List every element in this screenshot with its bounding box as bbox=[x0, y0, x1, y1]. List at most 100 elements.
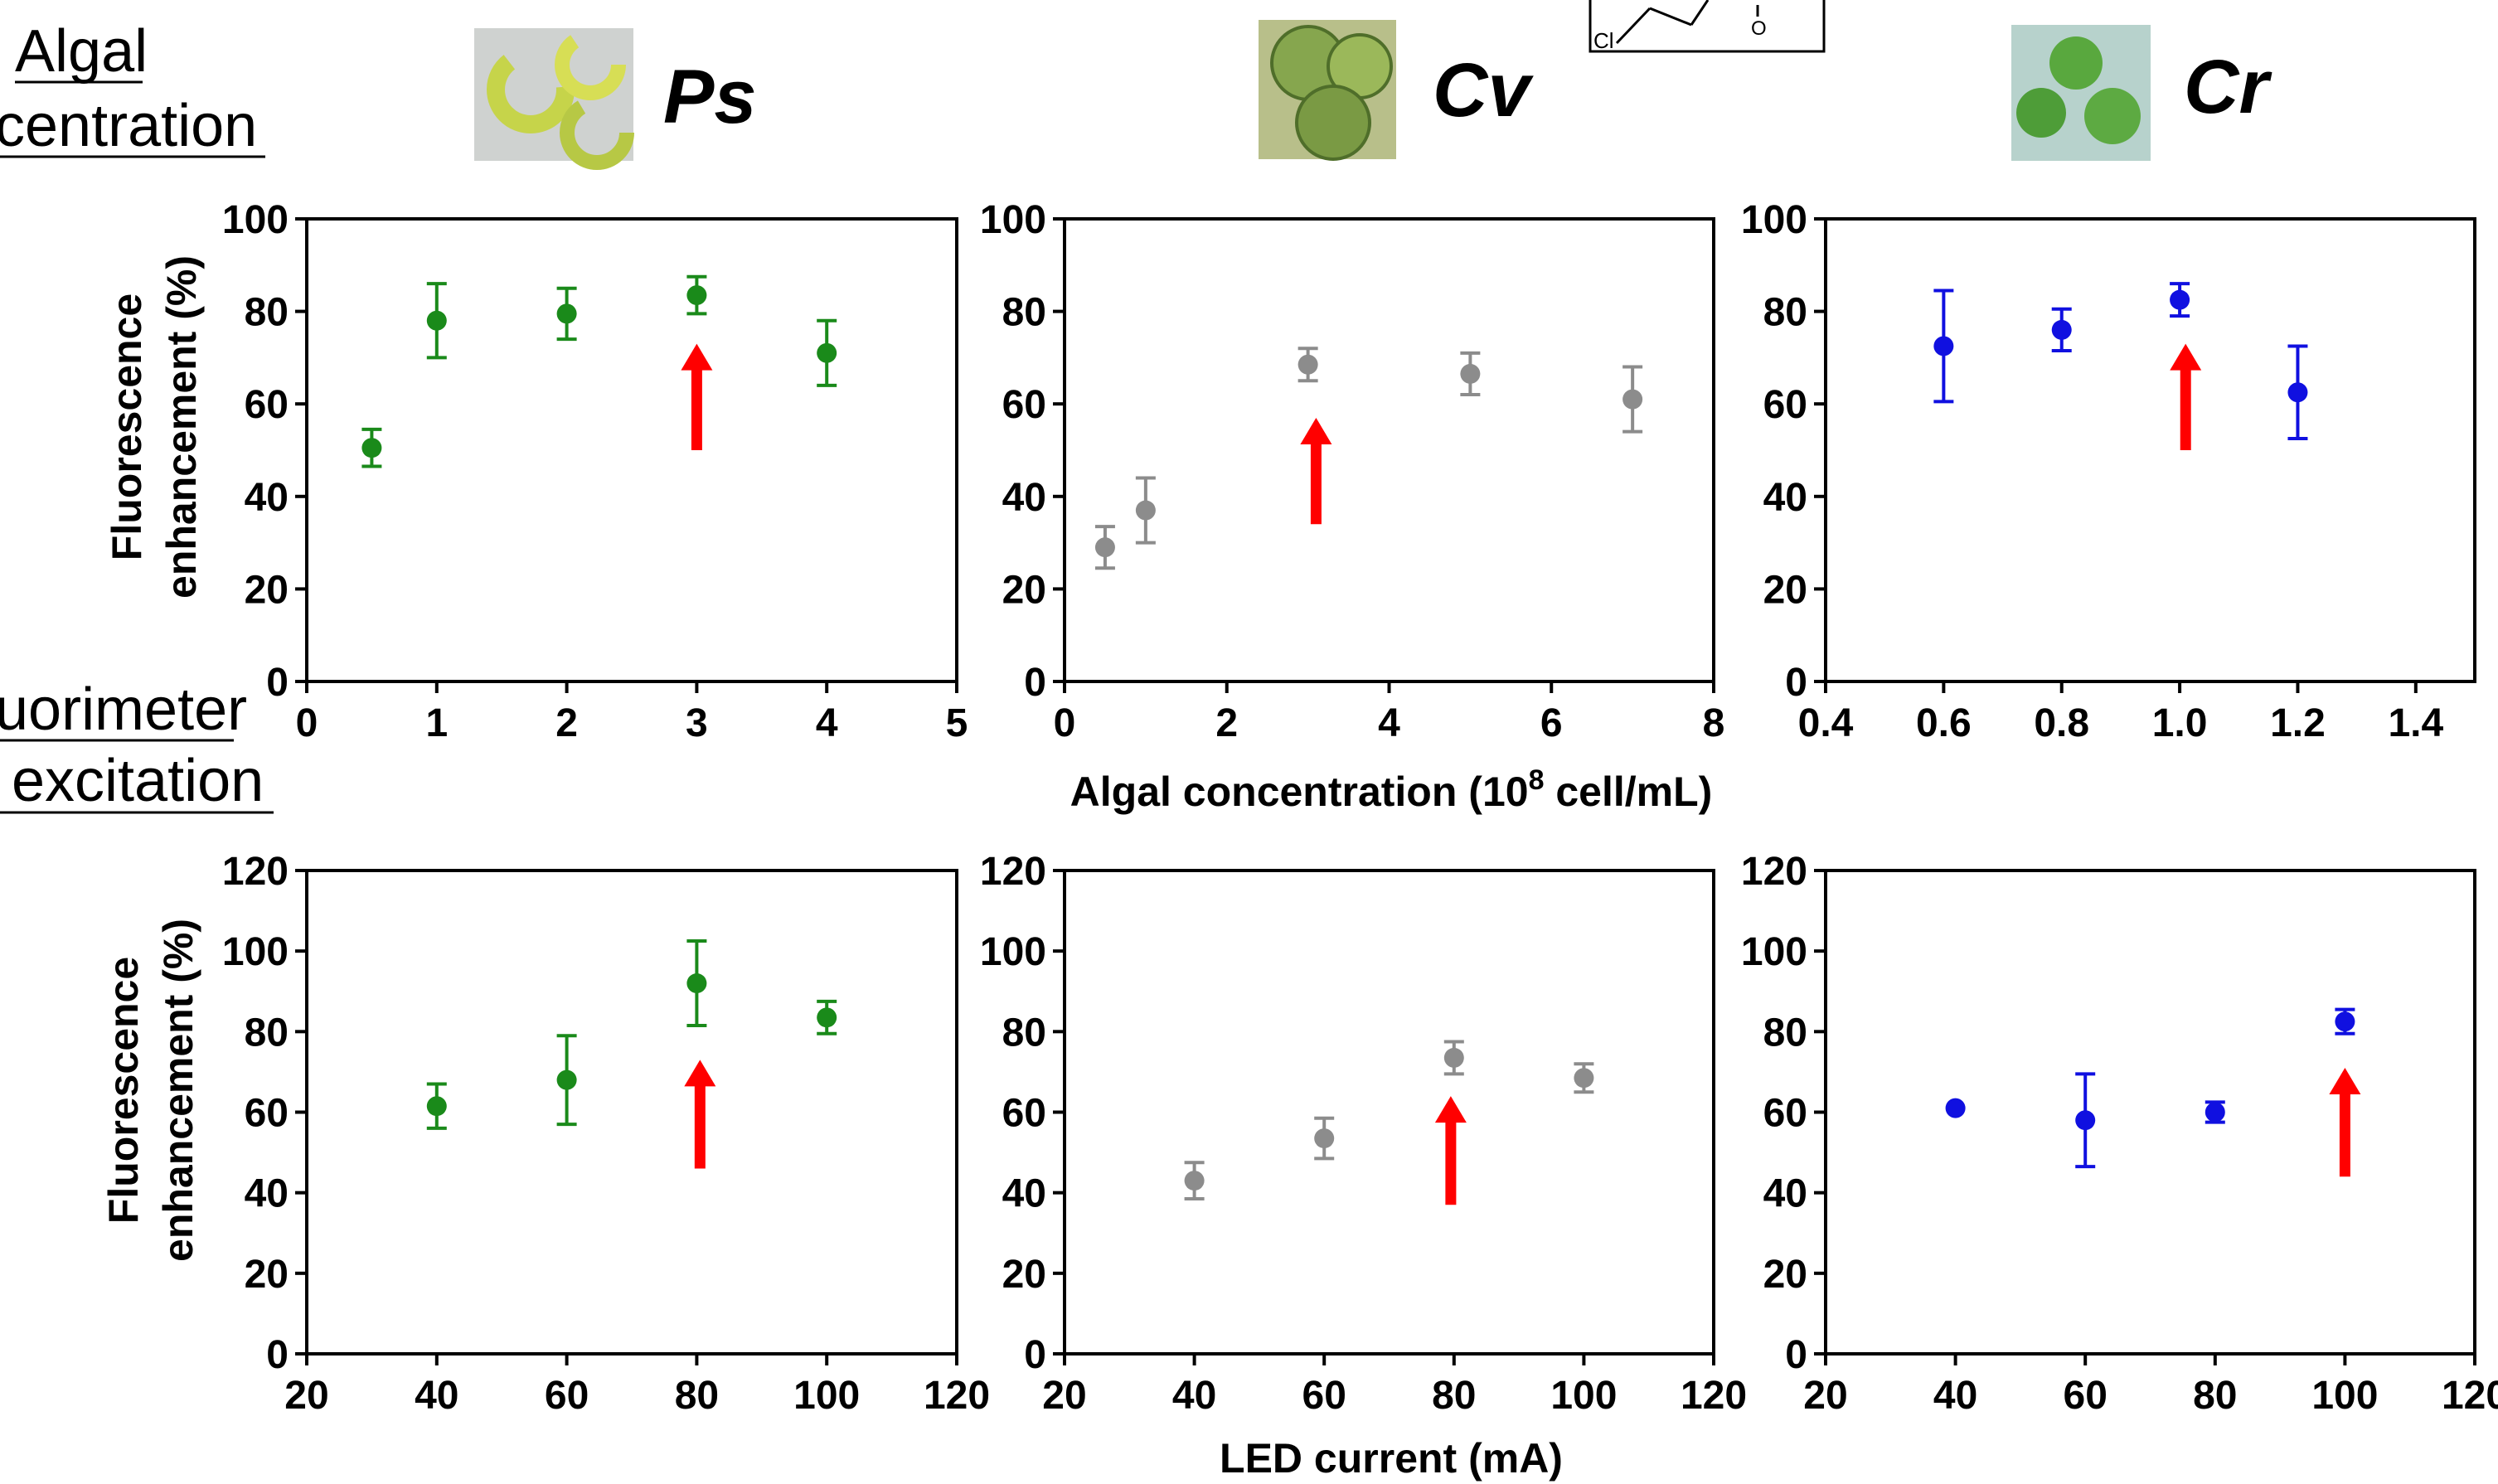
x-tick-label: 40 bbox=[415, 1374, 458, 1418]
y-tick-label: 80 bbox=[1002, 1011, 1046, 1055]
x-tick-label: 60 bbox=[545, 1374, 589, 1418]
data-point bbox=[1314, 1128, 1335, 1149]
data-point bbox=[2287, 382, 2308, 403]
plot-frame bbox=[305, 217, 958, 683]
data-point bbox=[1298, 354, 1318, 375]
y-tick-label: 100 bbox=[222, 198, 289, 242]
x-tick-label: 100 bbox=[1550, 1374, 1617, 1418]
x-tick-label: 4 bbox=[816, 701, 838, 745]
x-tick-label: 120 bbox=[924, 1374, 990, 1418]
y-tick-label: 60 bbox=[245, 383, 289, 427]
x-tick-label: 60 bbox=[1302, 1374, 1346, 1418]
data-point bbox=[1622, 389, 1643, 410]
y-tick-label: 100 bbox=[1741, 198, 1807, 242]
y-tick-label: 60 bbox=[1002, 383, 1046, 427]
optimum-arrow-head bbox=[1434, 1096, 1467, 1123]
x-tick-label: 100 bbox=[793, 1374, 860, 1418]
species-header-cv: Cv bbox=[1259, 20, 1534, 161]
x-axis-title-top: Algal concentration (108 cell/mL) bbox=[1070, 764, 1713, 815]
x-tick-label: 1 bbox=[425, 701, 448, 745]
x-tick-label: 0 bbox=[296, 701, 318, 745]
y-tick-label: 80 bbox=[1763, 1011, 1807, 1055]
chemical-structure: Cl O bbox=[1589, 0, 1826, 53]
row-label-bottom: uorimeter excitation bbox=[0, 677, 274, 814]
y-tick-label: 40 bbox=[245, 1172, 289, 1216]
x-tick-label: 1.2 bbox=[2270, 701, 2326, 745]
species-name-ps: Ps bbox=[663, 55, 757, 139]
x-tick-label: 8 bbox=[1703, 701, 1725, 745]
plot-frame bbox=[1824, 869, 2476, 1355]
y-tick-label: 100 bbox=[980, 198, 1046, 242]
x-tick-label: 80 bbox=[2193, 1374, 2237, 1418]
chart-cv-concentration: 0 20 40 60 80 100 0 2 4 6 8 bbox=[980, 198, 1724, 745]
y-tick-label: 20 bbox=[245, 568, 289, 612]
row-label-top-line1: Algal bbox=[15, 18, 148, 85]
y-tick-label: 80 bbox=[245, 291, 289, 335]
y-tick-label: 0 bbox=[1024, 661, 1046, 705]
y-tick-label: 100 bbox=[1741, 930, 1807, 974]
x-tick-label: 3 bbox=[686, 701, 708, 745]
chart-ps-concentration: 0 20 40 60 80 100 0 1 2 3 4 5 bbox=[222, 198, 968, 745]
y-tick-label: 20 bbox=[1763, 568, 1807, 612]
x-tick-label: 100 bbox=[2311, 1374, 2378, 1418]
data-point bbox=[686, 285, 707, 306]
y-tick-label: 40 bbox=[1763, 1172, 1807, 1216]
data-point bbox=[556, 1069, 577, 1090]
y-tick-label: 20 bbox=[1002, 1253, 1046, 1297]
y-tick-label: 120 bbox=[1741, 850, 1807, 894]
row-label-top-line2: centration bbox=[0, 93, 257, 159]
data-point bbox=[426, 310, 447, 331]
data-point bbox=[2075, 1110, 2096, 1131]
y-tick-label: 20 bbox=[1002, 568, 1046, 612]
plot-frame bbox=[305, 869, 958, 1355]
data-point bbox=[817, 1007, 837, 1028]
x-tick-label: 1.0 bbox=[2152, 701, 2208, 745]
data-point bbox=[361, 438, 382, 458]
y-tick-label: 60 bbox=[1002, 1092, 1046, 1136]
x-tick-label: 120 bbox=[2442, 1374, 2498, 1418]
x-tick-label: 80 bbox=[675, 1374, 719, 1418]
x-tick-label: 20 bbox=[1803, 1374, 1847, 1418]
y-title-top-line1: Fluorescence bbox=[104, 293, 150, 560]
y-tick-label: 120 bbox=[980, 850, 1046, 894]
data-point bbox=[1933, 336, 1954, 356]
x-tick-label: 40 bbox=[1933, 1374, 1977, 1418]
data-point bbox=[686, 973, 707, 994]
data-point bbox=[1094, 537, 1115, 558]
structure-o-label: O bbox=[1751, 17, 1767, 40]
x-tick-label: 0.4 bbox=[1798, 701, 1854, 745]
x-tick-label: 0.8 bbox=[2034, 701, 2089, 745]
y-tick-label: 40 bbox=[245, 476, 289, 520]
x-tick-label: 0.6 bbox=[1916, 701, 1972, 745]
x-tick-label: 0 bbox=[1054, 701, 1076, 745]
y-tick-label: 100 bbox=[980, 930, 1046, 974]
data-point bbox=[426, 1096, 447, 1117]
y-tick-label: 80 bbox=[245, 1011, 289, 1055]
data-point bbox=[556, 303, 577, 324]
data-point bbox=[1135, 500, 1156, 521]
y-tick-label: 40 bbox=[1763, 476, 1807, 520]
species-header-ps: Ps bbox=[474, 28, 757, 170]
data-point bbox=[1574, 1068, 1594, 1089]
plot-frame bbox=[1063, 869, 1715, 1355]
x-axis-title-bottom: LED current (mA) bbox=[1220, 1435, 1563, 1482]
y-tick-label: 80 bbox=[1763, 291, 1807, 335]
y-tick-label: 80 bbox=[1002, 291, 1046, 335]
row-label-bottom-line2: excitation bbox=[12, 748, 264, 814]
y-tick-label: 20 bbox=[1763, 1253, 1807, 1297]
data-point bbox=[2205, 1102, 2225, 1123]
data-point bbox=[1945, 1098, 1966, 1118]
data-point bbox=[2170, 289, 2190, 310]
y-title-bottom-line1: Fluorescence bbox=[100, 957, 147, 1224]
x-tick-label: 1.4 bbox=[2388, 701, 2443, 745]
species-name-cr: Cr bbox=[2184, 45, 2272, 129]
data-point bbox=[817, 342, 837, 363]
optimum-arrow-head bbox=[2329, 1068, 2361, 1095]
y-tick-label: 0 bbox=[1785, 1333, 1807, 1377]
y-axis-title-top: Fluorescence enhancement (%) bbox=[104, 255, 205, 599]
data-point bbox=[2051, 319, 2072, 340]
